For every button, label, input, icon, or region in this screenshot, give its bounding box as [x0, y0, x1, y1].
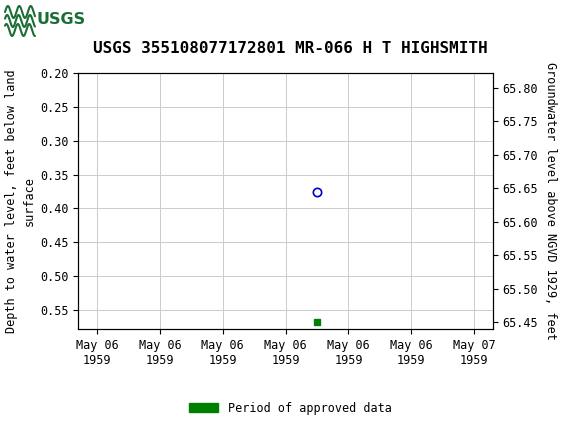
Y-axis label: Depth to water level, feet below land
surface: Depth to water level, feet below land su…	[5, 69, 36, 333]
Text: USGS 355108077172801 MR-066 H T HIGHSMITH: USGS 355108077172801 MR-066 H T HIGHSMIT…	[93, 41, 487, 56]
Bar	[4, 3, 52, 37]
Y-axis label: Groundwater level above NGVD 1929, feet: Groundwater level above NGVD 1929, feet	[544, 62, 557, 340]
Legend: Period of approved data: Period of approved data	[184, 397, 396, 420]
Text: USGS: USGS	[37, 12, 86, 28]
